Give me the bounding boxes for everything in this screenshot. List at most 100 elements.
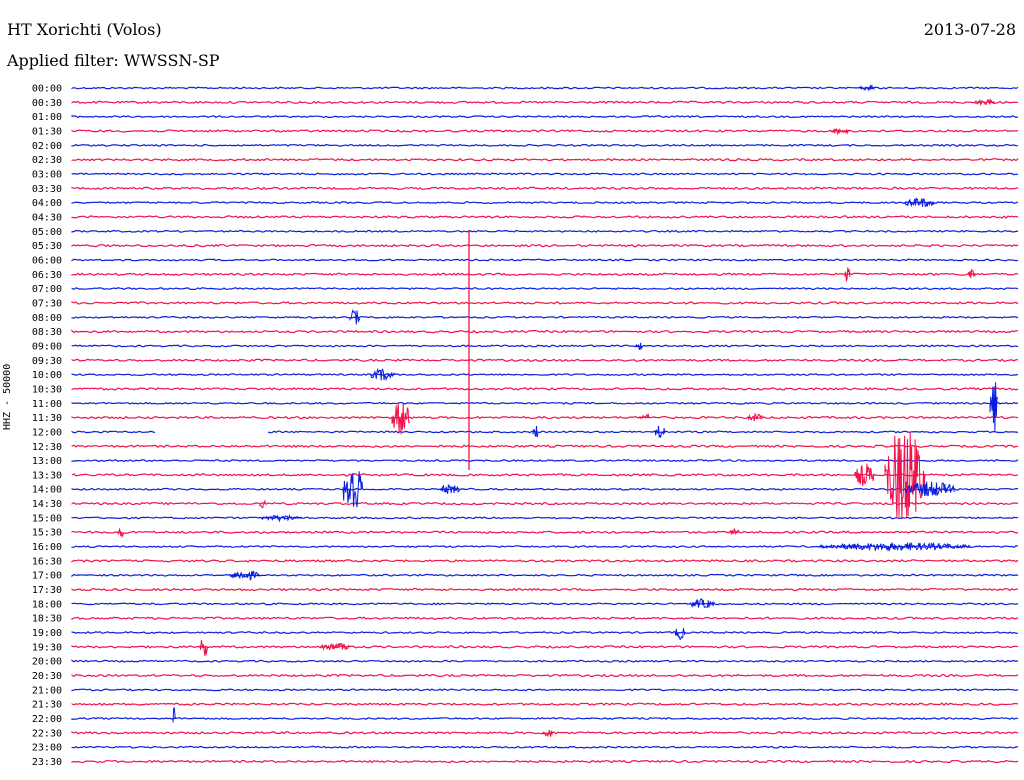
time-label: 18:00: [32, 599, 62, 610]
time-label: 20:30: [32, 671, 62, 682]
time-label: 22:00: [32, 714, 62, 725]
event-burst: [859, 83, 875, 92]
trace-line: [71, 258, 1019, 262]
time-label: 20:00: [32, 657, 62, 668]
trace-line: [71, 673, 1019, 678]
time-label: 15:30: [32, 528, 62, 539]
trace-line: [71, 545, 1019, 549]
time-label: 02:30: [32, 155, 62, 166]
time-label: 09:30: [32, 356, 62, 367]
event-burst: [639, 413, 650, 420]
event-burst: [654, 425, 666, 439]
time-label: 10:30: [32, 384, 62, 395]
trace-line: [71, 659, 1019, 663]
trace-line: [71, 387, 1019, 391]
time-label: 09:00: [32, 341, 62, 352]
events: [117, 83, 999, 738]
time-label: 22:30: [32, 728, 62, 739]
time-label: 13:00: [32, 456, 62, 467]
trace-line: [71, 645, 1019, 649]
trace-line: [71, 702, 1019, 707]
event-burst: [532, 425, 539, 438]
trace-line: [71, 201, 1019, 205]
event-burst: [199, 639, 209, 656]
trace-line: [71, 358, 1019, 362]
event-burst: [349, 309, 361, 325]
trace-line: [71, 459, 1019, 463]
trace-line: [71, 215, 1019, 219]
trace-line: [71, 602, 1019, 606]
trace-line: [71, 229, 1019, 233]
time-label: 14:30: [32, 499, 62, 510]
time-label: 01:00: [32, 112, 62, 123]
time-label: 12:30: [32, 442, 62, 453]
event-burst: [259, 499, 267, 509]
trace-line: [71, 630, 1019, 635]
trace-line: [71, 444, 1019, 449]
time-label: 00:00: [32, 84, 62, 95]
trace-line: [71, 157, 1019, 162]
event-burst: [319, 642, 350, 651]
event-burst: [117, 527, 125, 539]
event-burst: [369, 367, 395, 382]
trace-line: [71, 516, 1019, 520]
event-burst: [391, 403, 410, 435]
trace-line: [71, 100, 1018, 104]
time-label: 10:00: [32, 370, 62, 381]
time-label: 13:30: [32, 470, 62, 481]
event-burst: [689, 598, 715, 609]
trace-line: [71, 115, 1019, 119]
time-label: 06:30: [32, 270, 62, 281]
data-gap: [155, 427, 268, 436]
time-label: 16:00: [32, 542, 62, 553]
trace-line: [71, 473, 1019, 477]
event-burst: [439, 483, 461, 495]
trace-line: [71, 287, 1019, 291]
trace-line: [71, 301, 1019, 305]
event-burst: [989, 382, 999, 432]
event-burst: [829, 128, 851, 136]
trace-line: [71, 315, 1019, 319]
trace-line: [71, 272, 1019, 277]
event-burst: [974, 98, 996, 106]
trace-line: [71, 344, 1019, 348]
trace-line: [71, 501, 1019, 506]
trace-line: [71, 143, 1019, 147]
time-label: 02:00: [32, 141, 62, 152]
time-label: 14:00: [32, 485, 62, 496]
event-burst: [854, 463, 875, 487]
trace-line: [71, 559, 1019, 563]
event-burst: [634, 342, 644, 351]
time-labels: 00:00 00:30 01:00 01:30 02:00 02:30 03:00 03:30…: [32, 84, 62, 769]
event-burst: [172, 706, 177, 723]
event-burst: [342, 471, 364, 508]
trace-line: [71, 616, 1019, 621]
time-label: 17:30: [32, 585, 62, 596]
trace-line: [71, 401, 1019, 405]
trace-line: [71, 329, 1019, 334]
time-label: 18:30: [32, 614, 62, 625]
time-label: 19:30: [32, 642, 62, 653]
event-burst: [747, 412, 763, 422]
event-burst: [229, 570, 260, 581]
trace-line: [71, 587, 1019, 592]
filter-label: Applied filter: WWSSN-SP: [7, 51, 220, 70]
trace-line: [71, 745, 1018, 749]
time-label: 07:30: [32, 298, 62, 309]
event-burst: [844, 267, 851, 283]
trace-line: [71, 759, 1019, 764]
event-burst: [904, 481, 956, 497]
time-label: 16:30: [32, 556, 62, 567]
event-burst: [542, 729, 554, 738]
time-label: 11:30: [32, 413, 62, 424]
time-label: 04:00: [32, 198, 62, 209]
trace-line: [71, 487, 1018, 491]
trace-line: [71, 243, 1019, 248]
time-label: 03:00: [32, 169, 62, 180]
trace-line: [71, 86, 1019, 90]
trace-line: [71, 530, 1019, 534]
time-label: 19:00: [32, 628, 62, 639]
time-label: 11:00: [32, 399, 62, 410]
event-burst: [967, 268, 976, 279]
